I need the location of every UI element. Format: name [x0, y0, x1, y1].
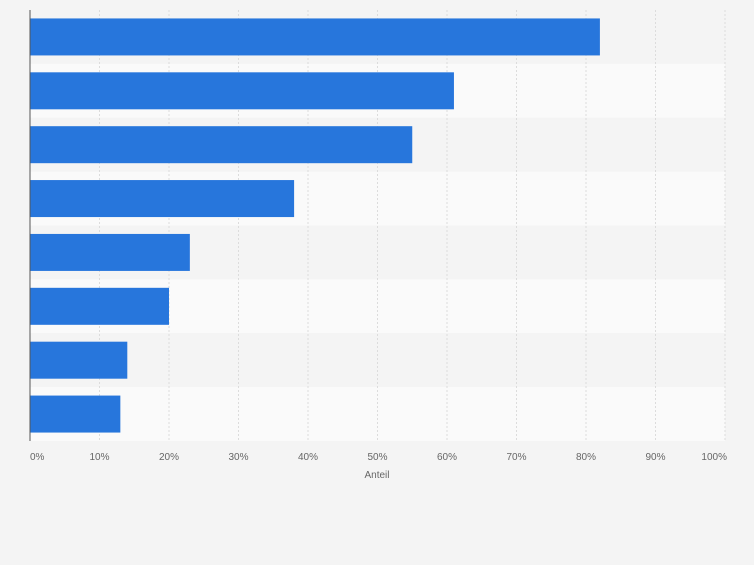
bar[interactable]: [30, 18, 600, 56]
x-tick-label: 30%: [228, 452, 248, 463]
x-tick-label: 60%: [437, 452, 457, 463]
bar[interactable]: [30, 233, 190, 271]
x-tick-label: 10%: [89, 452, 109, 463]
x-tick-label: 90%: [645, 452, 665, 463]
bar[interactable]: [30, 72, 454, 110]
x-tick-label: 80%: [576, 452, 596, 463]
x-tick-label: 100%: [701, 452, 727, 463]
bar[interactable]: [30, 341, 128, 379]
x-tick-label: 40%: [298, 452, 318, 463]
x-tick-label: 20%: [159, 452, 179, 463]
x-tick-label: 50%: [367, 452, 387, 463]
x-tick-label: 70%: [506, 452, 526, 463]
bar[interactable]: [30, 287, 169, 325]
bar[interactable]: [30, 180, 295, 218]
x-tick-labels: 0% 10% 20% 30% 40% 50% 60% 70% 80% 90% 100%: [30, 452, 727, 463]
bars: [30, 18, 600, 433]
bar[interactable]: [30, 126, 413, 164]
x-tick-label: 0%: [30, 452, 45, 463]
x-axis-label: Anteil: [364, 470, 389, 481]
bar[interactable]: [30, 395, 121, 433]
